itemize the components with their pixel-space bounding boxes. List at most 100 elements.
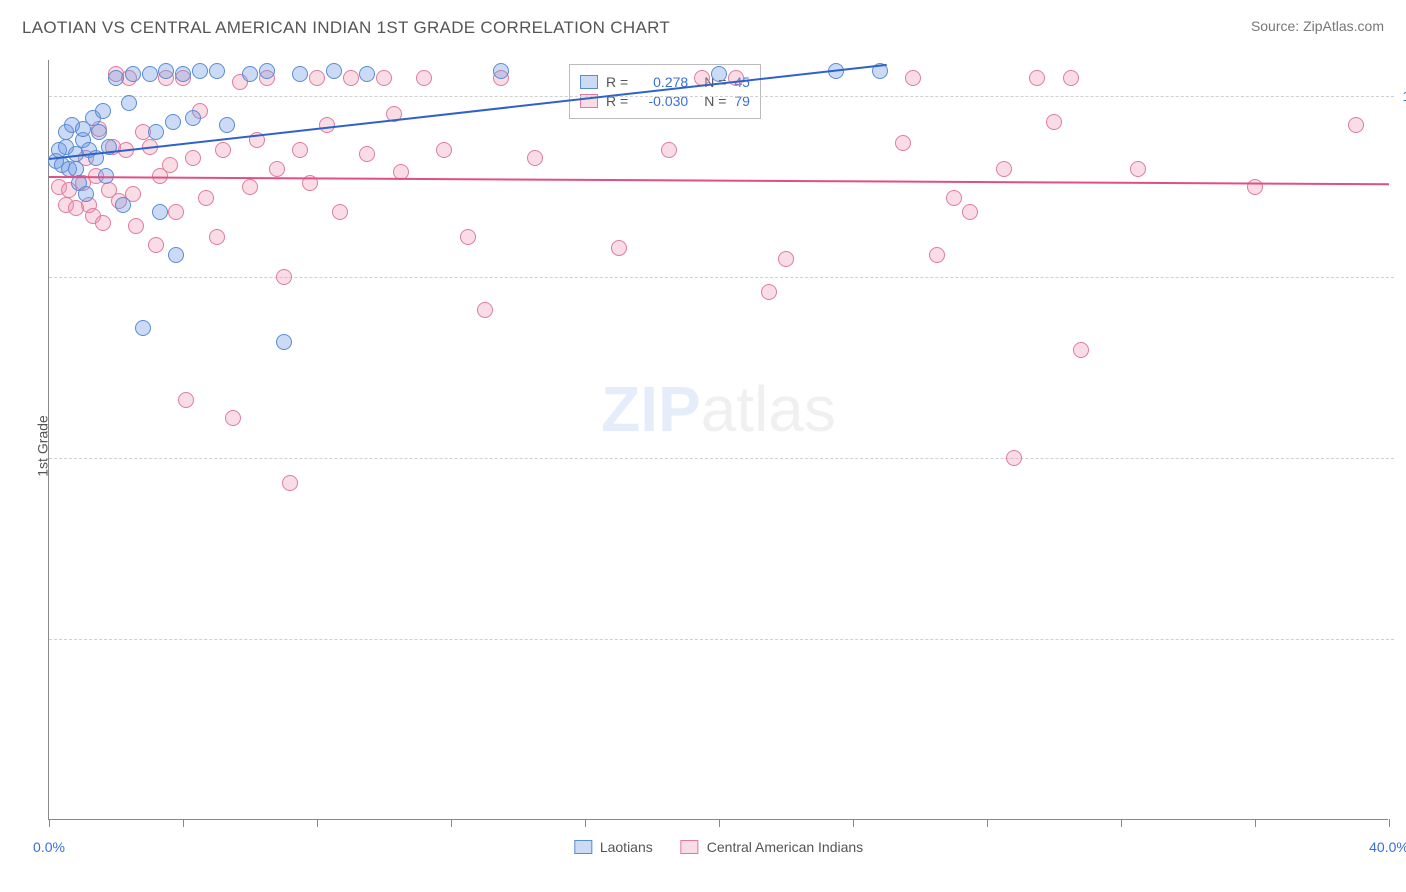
- scatter-point: [209, 229, 225, 245]
- scatter-point: [259, 63, 275, 79]
- scatter-point: [493, 63, 509, 79]
- legend-item: Laotians: [574, 839, 653, 855]
- scatter-point: [946, 190, 962, 206]
- scatter-point: [158, 63, 174, 79]
- scatter-point: [962, 204, 978, 220]
- legend-item: Central American Indians: [681, 839, 863, 855]
- x-tick-label: 40.0%: [1369, 839, 1406, 855]
- scatter-point: [219, 117, 235, 133]
- scatter-point: [282, 475, 298, 491]
- scatter-point: [1046, 114, 1062, 130]
- scatter-point: [78, 186, 94, 202]
- gridline: [49, 96, 1394, 97]
- scatter-point: [185, 110, 201, 126]
- scatter-point: [175, 66, 191, 82]
- chart-title: LAOTIAN VS CENTRAL AMERICAN INDIAN 1ST G…: [22, 18, 670, 38]
- scatter-point: [292, 142, 308, 158]
- scatter-point: [168, 204, 184, 220]
- scatter-point: [332, 204, 348, 220]
- scatter-point: [162, 157, 178, 173]
- scatter-point: [527, 150, 543, 166]
- x-tick: [49, 819, 50, 827]
- scatter-point: [376, 70, 392, 86]
- r-label: R =: [606, 74, 628, 90]
- scatter-point: [276, 269, 292, 285]
- scatter-point: [192, 63, 208, 79]
- scatter-point: [1073, 342, 1089, 358]
- scatter-point: [178, 392, 194, 408]
- scatter-point: [269, 161, 285, 177]
- scatter-point: [108, 70, 124, 86]
- chart-plot-area: ZIPatlas R =0.278N =45R =-0.030N =79 Lao…: [48, 60, 1388, 820]
- scatter-point: [198, 190, 214, 206]
- scatter-point: [215, 142, 231, 158]
- y-tick-label: 100.0%: [1403, 88, 1406, 104]
- scatter-point: [1130, 161, 1146, 177]
- scatter-point: [477, 302, 493, 318]
- scatter-point: [91, 124, 107, 140]
- scatter-point: [115, 197, 131, 213]
- watermark-atlas: atlas: [701, 373, 836, 445]
- scatter-point: [152, 204, 168, 220]
- source-label: Source: ZipAtlas.com: [1251, 18, 1384, 34]
- x-tick: [585, 819, 586, 827]
- x-tick: [183, 819, 184, 827]
- scatter-point: [929, 247, 945, 263]
- scatter-point: [1247, 179, 1263, 195]
- scatter-point: [95, 215, 111, 231]
- x-tick: [987, 819, 988, 827]
- scatter-point: [460, 229, 476, 245]
- scatter-point: [142, 66, 158, 82]
- series-legend: Laotians Central American Indians: [574, 839, 863, 855]
- scatter-point: [95, 103, 111, 119]
- scatter-point: [761, 284, 777, 300]
- scatter-point: [168, 247, 184, 263]
- scatter-point: [165, 114, 181, 130]
- scatter-point: [711, 66, 727, 82]
- scatter-point: [225, 410, 241, 426]
- x-tick-label: 0.0%: [33, 839, 65, 855]
- scatter-point: [1063, 70, 1079, 86]
- scatter-point: [148, 124, 164, 140]
- gridline: [49, 277, 1394, 278]
- scatter-point: [359, 66, 375, 82]
- scatter-point: [148, 237, 164, 253]
- scatter-point: [661, 142, 677, 158]
- legend-swatch: [574, 840, 592, 854]
- scatter-point: [242, 179, 258, 195]
- x-tick: [719, 819, 720, 827]
- legend-swatch: [681, 840, 699, 854]
- legend-label: Laotians: [600, 839, 653, 855]
- scatter-point: [121, 95, 137, 111]
- x-tick: [1389, 819, 1390, 827]
- scatter-point: [68, 161, 84, 177]
- watermark: ZIPatlas: [601, 372, 836, 446]
- x-tick: [1255, 819, 1256, 827]
- scatter-point: [1006, 450, 1022, 466]
- scatter-point: [276, 334, 292, 350]
- scatter-point: [128, 218, 144, 234]
- x-tick: [853, 819, 854, 827]
- gridline: [49, 639, 1394, 640]
- scatter-point: [436, 142, 452, 158]
- scatter-point: [343, 70, 359, 86]
- watermark-zip: ZIP: [601, 373, 701, 445]
- scatter-point: [125, 66, 141, 82]
- scatter-point: [778, 251, 794, 267]
- scatter-point: [185, 150, 201, 166]
- scatter-point: [242, 66, 258, 82]
- scatter-point: [1348, 117, 1364, 133]
- x-tick: [451, 819, 452, 827]
- scatter-point: [728, 70, 744, 86]
- scatter-point: [359, 146, 375, 162]
- gridline: [49, 458, 1394, 459]
- x-tick: [317, 819, 318, 827]
- scatter-point: [996, 161, 1012, 177]
- scatter-point: [895, 135, 911, 151]
- scatter-point: [292, 66, 308, 82]
- scatter-point: [1029, 70, 1045, 86]
- scatter-point: [209, 63, 225, 79]
- scatter-point: [309, 70, 325, 86]
- x-tick: [1121, 819, 1122, 827]
- scatter-point: [135, 320, 151, 336]
